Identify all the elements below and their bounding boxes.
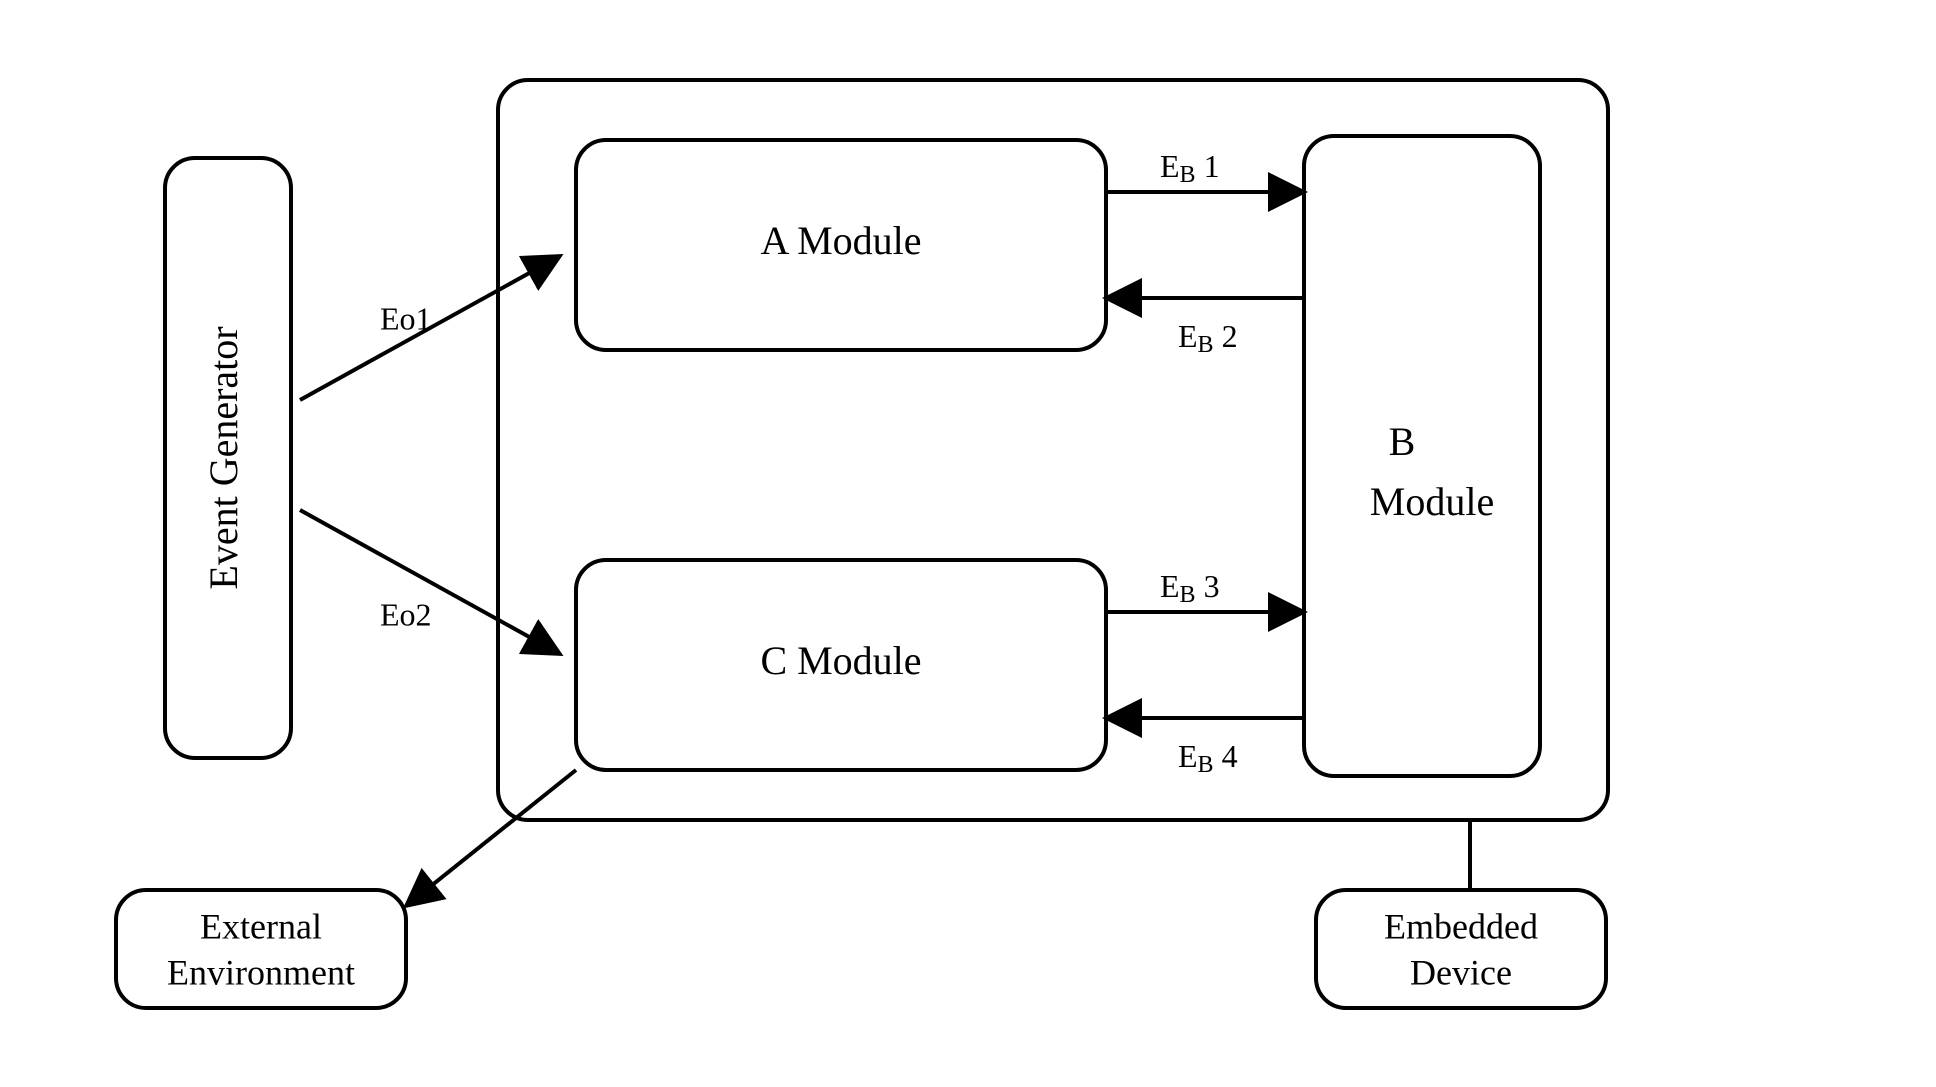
edge-eo1-label: Eo1 <box>380 300 432 336</box>
embedded-device-label-2: Device <box>1410 952 1512 992</box>
edge-eo2-label: Eo2 <box>380 596 432 632</box>
b-module-label-1: B <box>1389 419 1416 464</box>
embedded-device-label-1: Embedded <box>1384 906 1538 946</box>
event-generator-label: Event Generator <box>201 326 246 589</box>
a-module-label: A Module <box>760 218 921 263</box>
c-module-label: C Module <box>760 638 921 683</box>
external-environment-label-2: Environment <box>167 952 355 992</box>
b-module-box <box>1304 136 1540 776</box>
external-environment-label-1: External <box>200 906 322 946</box>
b-module-label-2: Module <box>1370 479 1494 524</box>
